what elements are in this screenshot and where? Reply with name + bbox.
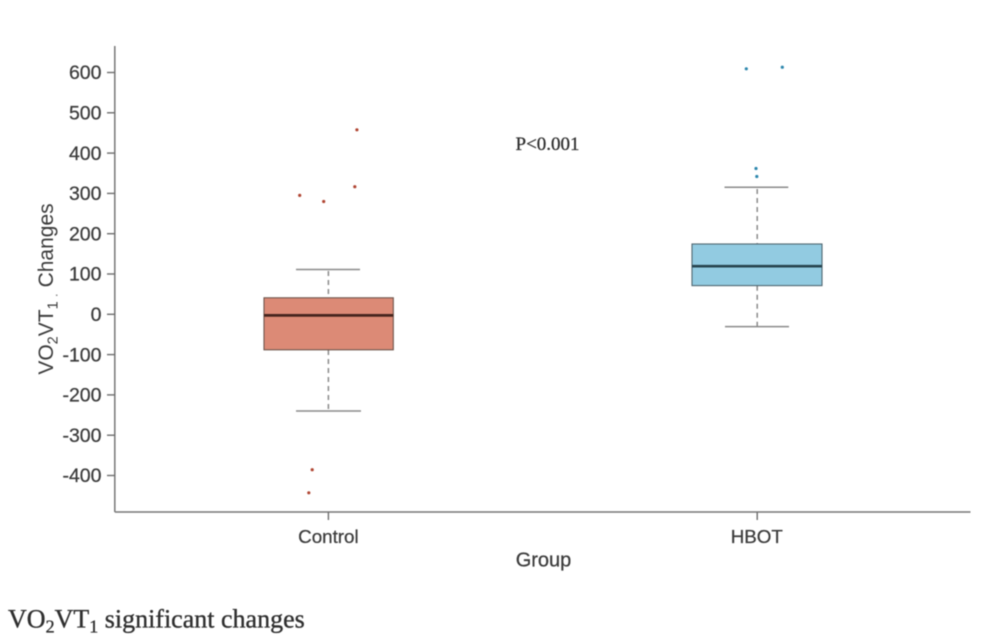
svg-text:200: 200 [69, 223, 102, 245]
svg-text:600: 600 [69, 62, 102, 84]
svg-text:VO2VT1 . Changes: VO2VT1 . Changes [35, 203, 62, 374]
svg-text:400: 400 [69, 143, 102, 165]
svg-text:-200: -200 [62, 385, 101, 407]
svg-text:0: 0 [91, 304, 102, 326]
svg-text:Group: Group [516, 550, 572, 572]
svg-text:500: 500 [69, 103, 102, 125]
svg-text:-100: -100 [62, 344, 101, 366]
svg-text:-400: -400 [62, 465, 101, 487]
svg-text:-300: -300 [62, 425, 101, 447]
svg-text:100: 100 [69, 264, 102, 286]
svg-text:HBOT: HBOT [731, 526, 784, 547]
svg-text:VO2VT1 significant changes: VO2VT1 significant changes [8, 605, 305, 637]
svg-text:Control: Control [298, 526, 359, 547]
svg-text:P<0.001: P<0.001 [516, 134, 580, 155]
svg-text:300: 300 [69, 183, 102, 205]
